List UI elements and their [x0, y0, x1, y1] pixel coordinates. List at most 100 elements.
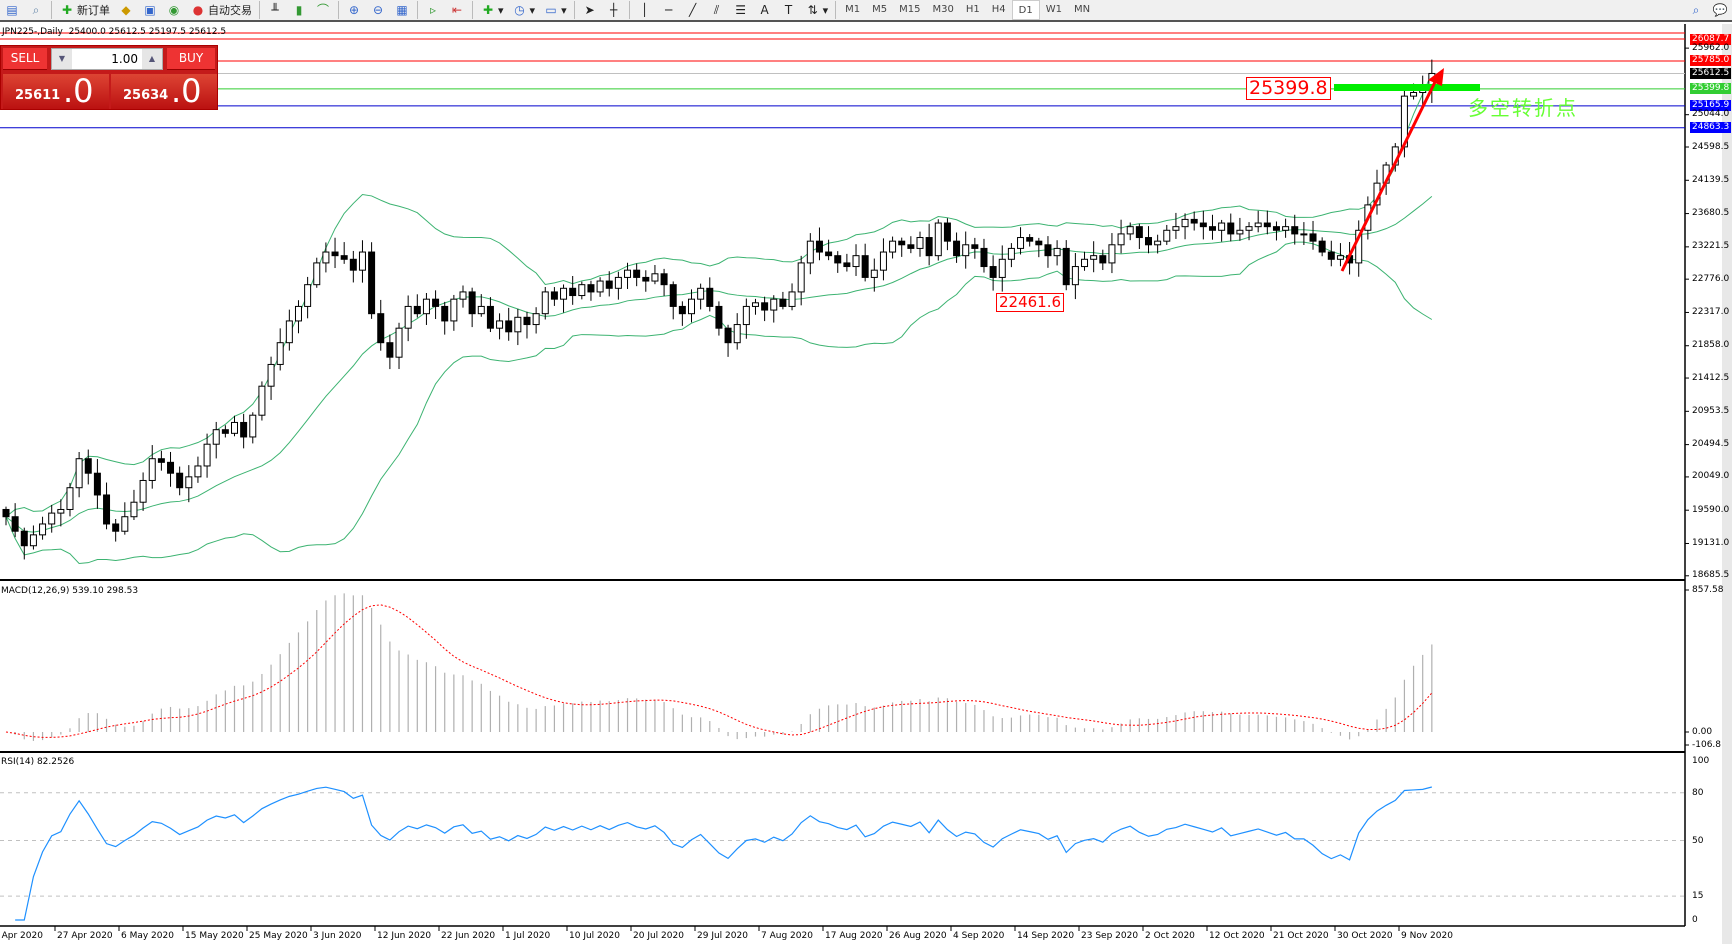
candle-body	[441, 305, 449, 322]
price-chart[interactable]	[0, 24, 1732, 944]
price-tick-label: 21412.5	[1692, 372, 1730, 383]
price-tick-label: 19590.0	[1692, 504, 1730, 515]
bar-chart-button[interactable]: ╨	[263, 0, 287, 20]
candle-body	[496, 320, 504, 329]
signals-button[interactable]: ◉	[162, 0, 186, 20]
candle	[843, 253, 851, 272]
candle	[1272, 221, 1280, 241]
arrow-head-icon	[1428, 68, 1444, 86]
auto-trading-button[interactable]: ● 自动交易	[186, 0, 256, 20]
candle-body	[596, 280, 604, 293]
date-label: 21 Oct 2020	[1273, 931, 1329, 941]
equidistant-channel-button[interactable]: ⫽	[705, 0, 729, 20]
date-label: 10 Jul 2020	[569, 931, 620, 941]
vertical-line-button[interactable]: │	[633, 0, 657, 20]
candle-body	[706, 287, 714, 307]
navigator-button[interactable]: ▣	[138, 0, 162, 20]
candle	[386, 334, 394, 370]
candle	[404, 295, 412, 342]
candle	[1190, 211, 1198, 231]
candle	[788, 283, 796, 311]
date-label: 30 Oct 2020	[1337, 931, 1393, 941]
line-chart-button[interactable]: ⌒	[311, 0, 335, 20]
candle-body	[1044, 244, 1052, 257]
new-chart-button[interactable]: ▤	[0, 0, 24, 20]
candle	[770, 295, 778, 323]
text-button[interactable]: A	[753, 0, 777, 20]
candle	[313, 257, 321, 288]
sell-price-main: 25611	[15, 88, 61, 103]
autoscroll-button[interactable]: ▹	[421, 0, 445, 20]
timeframe-m15[interactable]: M15	[899, 4, 921, 15]
candle-body	[578, 284, 586, 297]
candlestick-button[interactable]: ▮	[287, 0, 311, 20]
buy-button[interactable]: BUY	[167, 48, 215, 70]
timeframe-h1[interactable]: H1	[965, 4, 980, 15]
profiles-button[interactable]: ⌕	[24, 0, 48, 20]
candle-body	[642, 276, 650, 282]
candle	[1081, 251, 1089, 271]
new-order-button[interactable]: ✚ 新订单	[55, 0, 114, 20]
chat-icon: 💬	[1712, 3, 1728, 17]
candle	[989, 255, 997, 291]
candle-body	[678, 305, 686, 315]
indicators-button[interactable]: ✚ ▾	[476, 0, 508, 20]
price-tick-label: 24139.5	[1692, 174, 1730, 185]
candle-body	[121, 516, 129, 532]
candle-body	[1190, 218, 1198, 224]
text-label-button[interactable]: T	[777, 0, 801, 20]
crosshair-button[interactable]: ┼	[602, 0, 626, 20]
lot-decrease-button[interactable]: ▼	[52, 49, 72, 69]
lot-size-value[interactable]: 1.00	[111, 52, 138, 66]
timeframe-m5[interactable]: M5	[872, 4, 888, 15]
price-tick-label: 23680.5	[1692, 208, 1730, 219]
search-button[interactable]: ⌕	[1684, 0, 1708, 20]
chat-button[interactable]: 💬	[1708, 0, 1732, 20]
bar-chart-icon: ╨	[271, 3, 279, 17]
candle	[825, 239, 833, 261]
candle-body	[486, 305, 494, 329]
candle-body	[651, 273, 659, 282]
candle	[925, 223, 933, 266]
candle-body	[212, 429, 220, 445]
metaeditor-button[interactable]: ◆	[114, 0, 138, 20]
candle	[1154, 234, 1162, 254]
date-label: 7 Apr 2020	[0, 931, 43, 941]
candle-body	[788, 291, 796, 307]
sell-price[interactable]: 25611 .0	[3, 72, 109, 110]
cursor-button[interactable]: ➤	[578, 0, 602, 20]
templates-button[interactable]: ▭ ▾	[539, 0, 571, 20]
timeframe-h4[interactable]: H4	[991, 4, 1006, 15]
timeframe-w1[interactable]: W1	[1045, 4, 1062, 15]
sell-button[interactable]: SELL	[3, 48, 47, 70]
candle-body	[560, 287, 568, 300]
timeframe-m30[interactable]: M30	[932, 4, 954, 15]
candle	[514, 308, 522, 346]
fibonacci-button[interactable]: ☰	[729, 0, 753, 20]
templates-icon: ▭	[545, 3, 557, 17]
price-tick-label: 20049.0	[1692, 471, 1730, 482]
trendline-button[interactable]: ╱	[681, 0, 705, 20]
chart-shift-icon: ⇤	[451, 3, 463, 17]
candle	[879, 238, 887, 281]
candle-body	[130, 501, 138, 518]
zoom-in-button[interactable]: ⊕	[342, 0, 366, 20]
timeframe-m1[interactable]: M1	[845, 4, 861, 15]
periods-button[interactable]: ◷ ▾	[508, 0, 540, 20]
tile-windows-button[interactable]: ▦	[390, 0, 414, 20]
candle	[1126, 222, 1134, 241]
lot-size-input[interactable]: ▼ 1.00 ▲	[51, 48, 163, 70]
timeframe-d1[interactable]: D1	[1011, 0, 1040, 20]
lot-increase-button[interactable]: ▲	[142, 49, 162, 69]
chart-shift-button[interactable]: ⇤	[445, 0, 469, 20]
candle	[1254, 210, 1262, 233]
horizontal-line-button[interactable]: ─	[657, 0, 681, 20]
candle	[1172, 212, 1180, 239]
buy-price[interactable]: 25634 .0	[111, 72, 217, 110]
zoom-out-button[interactable]: ⊖	[366, 0, 390, 20]
timeframe-mn[interactable]: MN	[1073, 4, 1091, 15]
arrows-button[interactable]: ⇅ ▾	[801, 0, 833, 20]
candle-body	[733, 324, 741, 344]
candle	[20, 527, 28, 560]
line-chart-icon: ⌒	[316, 3, 329, 17]
